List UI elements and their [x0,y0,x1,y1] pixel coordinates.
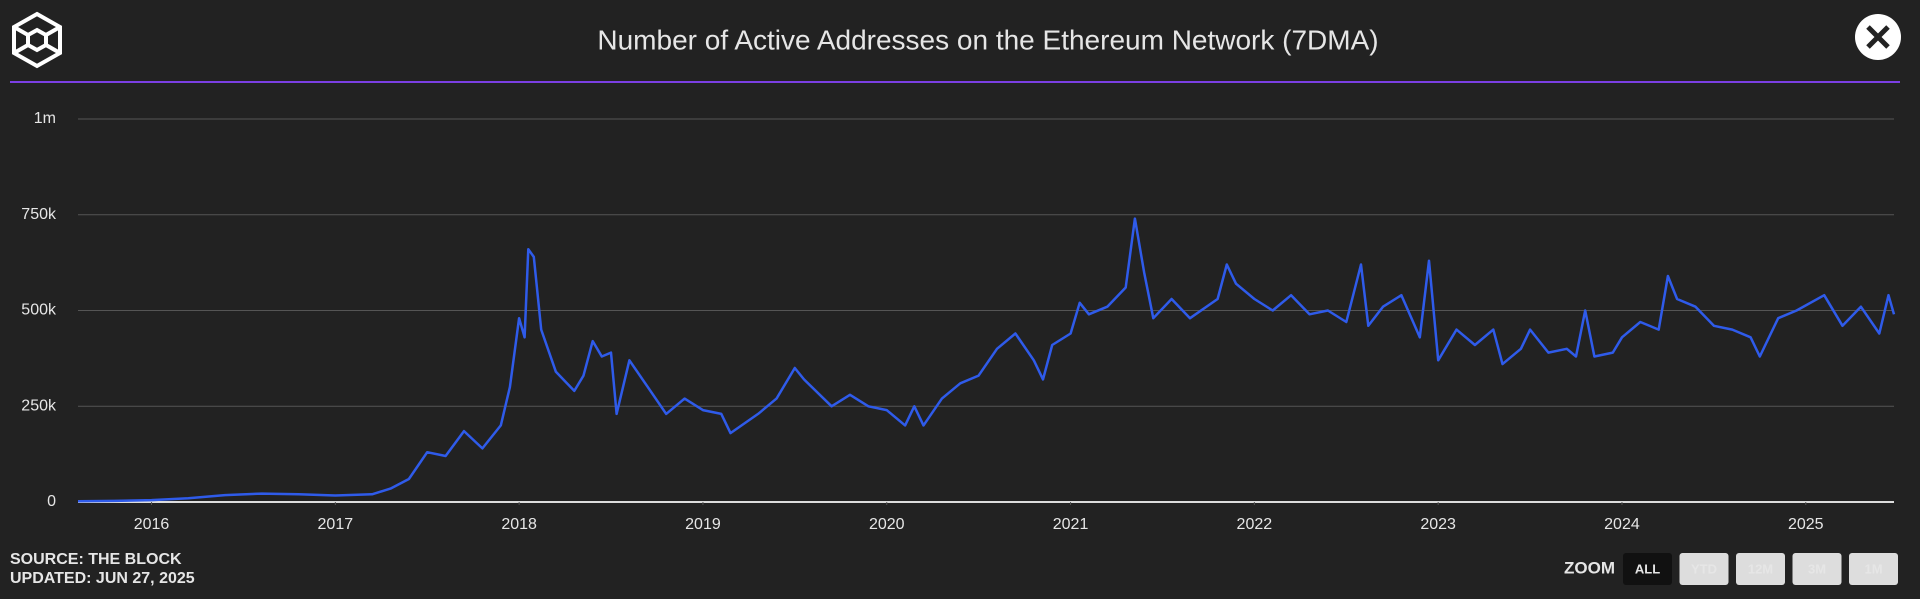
zoom-button-label[interactable]: YTD [1691,561,1717,576]
x-tick-label: 2025 [1788,516,1824,533]
zoom-button[interactable] [1792,553,1842,585]
zoom-label: ZOOM [1564,558,1615,577]
x-tick-label: 2022 [1237,516,1273,533]
y-tick-label: 1m [34,110,56,127]
y-tick-label: 750k [21,206,57,223]
x-tick-label: 2018 [501,516,537,533]
logo [12,11,62,69]
zoom-button-label[interactable]: ALL [1635,561,1660,576]
x-tick-label: 2023 [1420,516,1456,533]
zoom-button-label[interactable]: 1M [1864,561,1882,576]
chart-title: Number of Active Addresses on the Ethere… [597,24,1378,55]
x-tick-label: 2017 [318,516,354,533]
zoom-button[interactable] [1623,553,1672,585]
series-line [77,217,1896,503]
x-tick-label: 2016 [134,516,170,533]
source: SOURCE: THE BLOCK [10,551,182,568]
y-tick-label: 500k [21,302,57,319]
x-tick-label: 2021 [1053,516,1089,533]
updated: UPDATED: JUN 27, 2025 [10,570,195,587]
close-button[interactable] [1855,14,1901,60]
x-tick-label: 2020 [869,516,905,533]
zoom-button[interactable] [1849,553,1898,585]
y-tick-label: 0 [47,493,56,510]
zoom-button[interactable] [1679,553,1729,585]
x-tick-label: 2019 [685,516,721,533]
zoom-button[interactable] [1736,553,1785,585]
zoom-button-label[interactable]: 3M [1808,561,1826,576]
zoom-button-label[interactable]: 12M [1748,561,1773,576]
y-tick-label: 250k [21,397,57,414]
x-tick-label: 2024 [1604,516,1640,533]
